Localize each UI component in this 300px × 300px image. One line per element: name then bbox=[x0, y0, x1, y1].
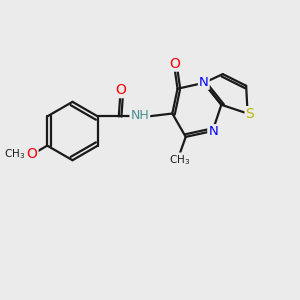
Text: O: O bbox=[169, 57, 180, 70]
Text: CH$_3$: CH$_3$ bbox=[169, 153, 190, 167]
Text: S: S bbox=[246, 107, 254, 121]
Text: O: O bbox=[27, 147, 38, 161]
Text: O: O bbox=[115, 83, 126, 97]
Text: N: N bbox=[208, 125, 218, 138]
Text: NH: NH bbox=[130, 109, 149, 122]
Text: N: N bbox=[199, 76, 209, 89]
Text: CH$_3$: CH$_3$ bbox=[4, 148, 25, 161]
